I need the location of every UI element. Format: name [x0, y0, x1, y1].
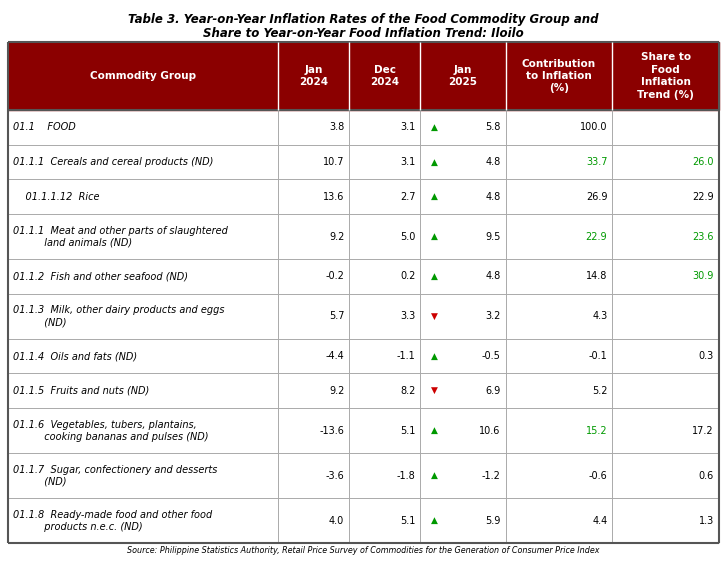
Text: 9.2: 9.2 — [329, 386, 345, 396]
Text: 01.1.5  Fruits and nuts (ND): 01.1.5 Fruits and nuts (ND) — [13, 386, 149, 396]
Text: 8.2: 8.2 — [400, 386, 415, 396]
Text: 01.1.8  Ready-made food and other food
          products n.e.c. (ND): 01.1.8 Ready-made food and other food pr… — [13, 509, 212, 531]
Text: 3.8: 3.8 — [329, 122, 345, 132]
Text: -1.2: -1.2 — [482, 471, 501, 481]
Text: 3.3: 3.3 — [400, 311, 415, 321]
Text: 5.9: 5.9 — [486, 516, 501, 526]
Text: 10.7: 10.7 — [323, 157, 345, 167]
Bar — [8, 374, 719, 408]
Text: ▲: ▲ — [431, 232, 438, 241]
Text: -3.6: -3.6 — [326, 471, 345, 481]
Bar — [8, 408, 719, 453]
Text: ▼: ▼ — [431, 312, 438, 321]
Text: 01.1.4  Oils and fats (ND): 01.1.4 Oils and fats (ND) — [13, 351, 137, 361]
Text: -0.2: -0.2 — [326, 272, 345, 282]
Text: 1.3: 1.3 — [699, 516, 714, 526]
Text: 4.3: 4.3 — [592, 311, 607, 321]
Text: 4.4: 4.4 — [592, 516, 607, 526]
Bar — [8, 294, 719, 339]
Text: Share to
Food
Inflation
Trend (%): Share to Food Inflation Trend (%) — [638, 52, 694, 100]
Text: -13.6: -13.6 — [319, 426, 345, 435]
Text: 3.1: 3.1 — [400, 122, 415, 132]
Text: 30.9: 30.9 — [693, 272, 714, 282]
Text: 01.1.2  Fish and other seafood (ND): 01.1.2 Fish and other seafood (ND) — [13, 272, 188, 282]
Text: ▲: ▲ — [431, 272, 438, 281]
Text: ▼: ▼ — [431, 386, 438, 395]
Bar — [8, 180, 719, 214]
Text: -0.1: -0.1 — [589, 351, 607, 361]
Text: 5.1: 5.1 — [400, 426, 415, 435]
Text: 9.5: 9.5 — [486, 232, 501, 242]
Text: 33.7: 33.7 — [586, 157, 607, 167]
Text: Commodity Group: Commodity Group — [90, 71, 196, 81]
Bar — [8, 145, 719, 180]
Text: Source: Philippine Statistics Authority, Retail Price Survey of Commodities for : Source: Philippine Statistics Authority,… — [126, 546, 599, 555]
Text: 01.1.1  Meat and other parts of slaughtered
          land animals (ND): 01.1.1 Meat and other parts of slaughter… — [13, 226, 228, 247]
Text: 22.9: 22.9 — [692, 192, 714, 202]
Text: -1.1: -1.1 — [397, 351, 415, 361]
Text: 4.0: 4.0 — [329, 516, 345, 526]
Text: Jan
2025: Jan 2025 — [449, 65, 478, 87]
Bar — [8, 453, 719, 498]
Bar — [8, 259, 719, 294]
Text: 0.3: 0.3 — [699, 351, 714, 361]
Text: 4.8: 4.8 — [486, 272, 501, 282]
Text: ▲: ▲ — [431, 352, 438, 361]
Text: 4.8: 4.8 — [486, 192, 501, 202]
Text: 01.1.6  Vegetables, tubers, plantains,
          cooking bananas and pulses (ND): 01.1.6 Vegetables, tubers, plantains, co… — [13, 420, 209, 442]
Text: 17.2: 17.2 — [692, 426, 714, 435]
Text: 01.1.3  Milk, other dairy products and eggs
          (ND): 01.1.3 Milk, other dairy products and eg… — [13, 305, 225, 327]
Text: -0.5: -0.5 — [482, 351, 501, 361]
Text: ▲: ▲ — [431, 471, 438, 480]
Text: 3.1: 3.1 — [400, 157, 415, 167]
Text: Contribution
to Inflation
(%): Contribution to Inflation (%) — [522, 58, 596, 93]
Bar — [8, 498, 719, 543]
Text: 6.9: 6.9 — [486, 386, 501, 396]
Text: 01.1.1  Cereals and cereal products (ND): 01.1.1 Cereals and cereal products (ND) — [13, 157, 214, 167]
Text: 10.6: 10.6 — [479, 426, 501, 435]
Bar — [8, 110, 719, 145]
Text: 14.8: 14.8 — [586, 272, 607, 282]
Text: -1.8: -1.8 — [397, 471, 415, 481]
Text: 9.2: 9.2 — [329, 232, 345, 242]
Text: 26.9: 26.9 — [586, 192, 607, 202]
Text: 13.6: 13.6 — [323, 192, 345, 202]
Text: ▲: ▲ — [431, 516, 438, 525]
Text: ▲: ▲ — [431, 158, 438, 167]
Text: 01.1.1.12  Rice: 01.1.1.12 Rice — [13, 192, 100, 202]
Text: 26.0: 26.0 — [693, 157, 714, 167]
Text: 01.1    FOOD: 01.1 FOOD — [13, 122, 76, 132]
Text: -4.4: -4.4 — [326, 351, 345, 361]
Text: 5.2: 5.2 — [592, 386, 607, 396]
Text: 5.0: 5.0 — [400, 232, 415, 242]
Text: 5.7: 5.7 — [329, 311, 345, 321]
Text: Share to Year-on-Year Food Inflation Trend: Iloilo: Share to Year-on-Year Food Inflation Tre… — [203, 27, 523, 40]
Text: 5.8: 5.8 — [486, 122, 501, 132]
Text: ▲: ▲ — [431, 426, 438, 435]
Text: 2.7: 2.7 — [400, 192, 415, 202]
Text: ▲: ▲ — [431, 123, 438, 132]
Text: 01.1.7  Sugar, confectionery and desserts
          (ND): 01.1.7 Sugar, confectionery and desserts… — [13, 465, 217, 486]
Text: 22.9: 22.9 — [586, 232, 607, 242]
Text: 0.2: 0.2 — [400, 272, 415, 282]
Text: ▲: ▲ — [431, 192, 438, 201]
Text: 5.1: 5.1 — [400, 516, 415, 526]
Bar — [8, 42, 719, 110]
Text: 3.2: 3.2 — [486, 311, 501, 321]
Text: Table 3. Year-on-Year Inflation Rates of the Food Commodity Group and: Table 3. Year-on-Year Inflation Rates of… — [128, 13, 598, 26]
Text: 23.6: 23.6 — [693, 232, 714, 242]
Bar — [8, 339, 719, 374]
Text: 100.0: 100.0 — [580, 122, 607, 132]
Text: 15.2: 15.2 — [586, 426, 607, 435]
Text: -0.6: -0.6 — [589, 471, 607, 481]
Text: 4.8: 4.8 — [486, 157, 501, 167]
Text: Dec
2024: Dec 2024 — [370, 65, 399, 87]
Text: 0.6: 0.6 — [699, 471, 714, 481]
Text: Jan
2024: Jan 2024 — [300, 65, 329, 87]
Bar — [8, 214, 719, 259]
